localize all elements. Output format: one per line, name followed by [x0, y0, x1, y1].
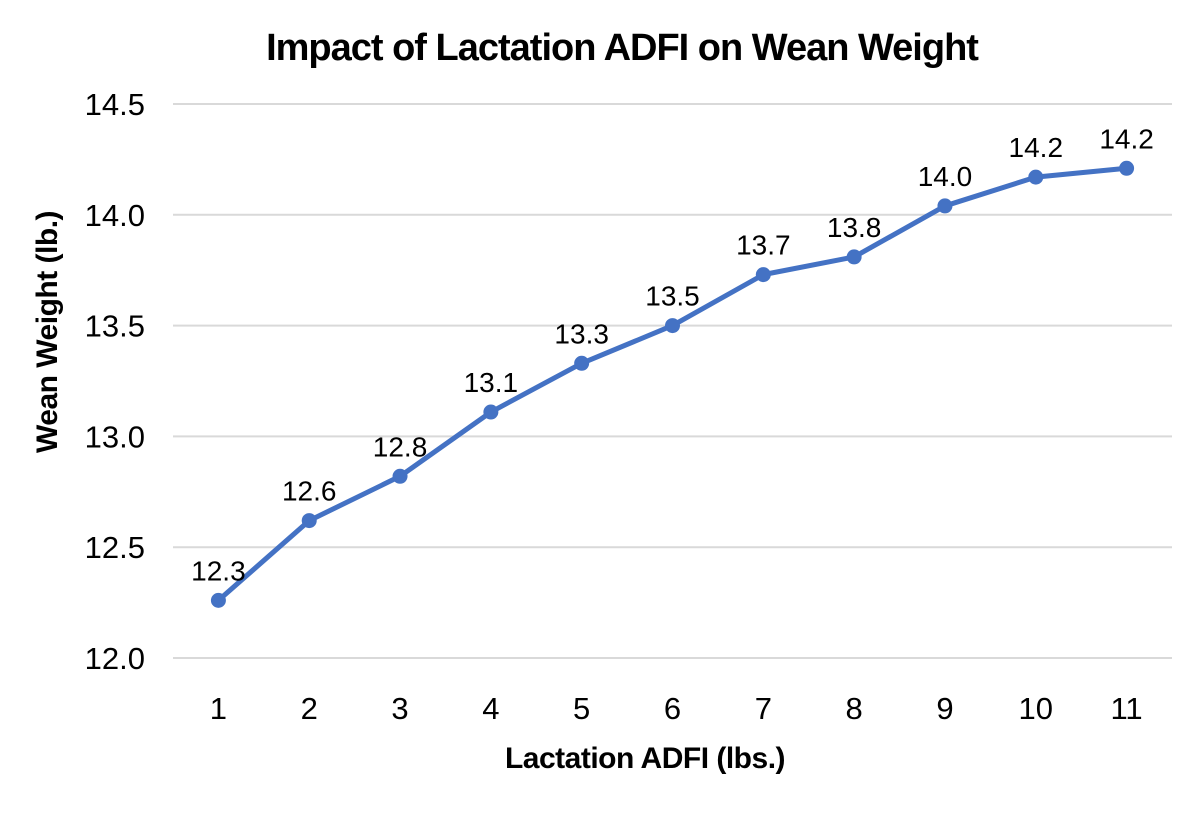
- data-point-marker: [846, 249, 862, 265]
- x-tick-label: 2: [301, 691, 318, 726]
- data-point-label: 12.6: [282, 476, 337, 507]
- y-tick-label: 14.0: [85, 198, 145, 233]
- x-tick-label: 11: [1110, 691, 1142, 726]
- data-point-label: 13.7: [736, 230, 791, 261]
- x-tick-label: 9: [936, 691, 953, 726]
- y-tick-label: 13.0: [85, 419, 145, 454]
- x-tick-label: 1: [210, 691, 227, 726]
- x-tick-label: 3: [391, 691, 408, 726]
- data-point-marker: [665, 318, 680, 334]
- plot-area: 12.0 12.5 13.0 13.5 14.0 14.5 1 2 3 4 5 6 7 8 9 10 11 12.…: [85, 87, 1172, 726]
- data-point-marker: [574, 355, 590, 371]
- data-point-label: 13.5: [645, 281, 700, 312]
- data-point-marker: [210, 592, 226, 608]
- data-point-marker: [392, 468, 408, 484]
- data-point-marker: [1119, 160, 1135, 176]
- data-point-marker: [483, 404, 499, 420]
- data-point-marker: [755, 267, 771, 283]
- data-point-label: 12.8: [373, 431, 428, 462]
- y-tick-label: 14.5: [85, 87, 145, 122]
- x-tick-label: 6: [664, 691, 681, 726]
- x-tick-label: 4: [482, 691, 499, 726]
- y-axis-title: Wean Weight (lb.): [31, 211, 64, 453]
- x-axis-title: Lactation ADFI (lbs.): [505, 742, 785, 775]
- y-tick-label: 12.0: [85, 641, 145, 676]
- data-point-label: 13.3: [554, 318, 609, 349]
- data-point-label: 13.8: [827, 212, 882, 243]
- y-tick-label: 13.5: [85, 309, 145, 344]
- data-point-marker: [937, 198, 953, 214]
- data-series-line: [215, 165, 1130, 603]
- data-point-label: 14.0: [918, 161, 973, 192]
- data-point-marker: [1028, 169, 1044, 185]
- y-tick-label: 12.5: [85, 530, 145, 565]
- data-point-marker: [301, 513, 317, 529]
- x-tick-label: 10: [1019, 691, 1053, 726]
- chart-title: Impact of Lactation ADFI on Wean Weight: [266, 27, 979, 69]
- x-tick-label: 8: [846, 691, 863, 726]
- data-point-label: 14.2: [1099, 123, 1154, 154]
- data-point-label: 13.1: [464, 367, 519, 398]
- data-point-label: 14.2: [1009, 132, 1064, 163]
- x-tick-label: 5: [573, 691, 590, 726]
- x-tick-label: 7: [755, 691, 772, 726]
- data-point-label: 12.3: [191, 555, 246, 586]
